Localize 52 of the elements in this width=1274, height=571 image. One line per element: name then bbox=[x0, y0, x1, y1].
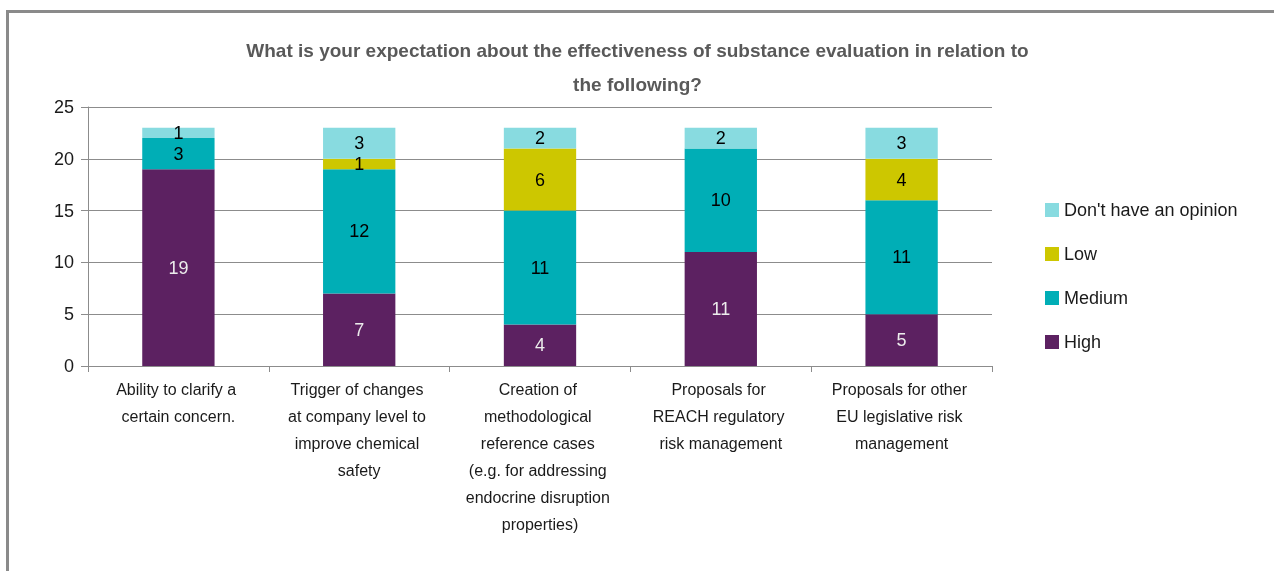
data-label: 1 bbox=[354, 153, 365, 174]
legend-label: Low bbox=[1064, 244, 1099, 264]
data-label: 5 bbox=[896, 330, 907, 351]
data-label: 7 bbox=[354, 319, 365, 340]
data-label: 4 bbox=[896, 169, 907, 190]
bar bbox=[503, 148, 577, 211]
y-tick-label: 15 bbox=[53, 200, 74, 221]
bar bbox=[865, 314, 938, 366]
bar bbox=[323, 293, 396, 366]
bar bbox=[323, 127, 396, 159]
bar bbox=[323, 169, 396, 294]
data-label: 3 bbox=[354, 133, 365, 154]
data-label: 2 bbox=[534, 128, 546, 149]
legend-label: High bbox=[1064, 332, 1102, 352]
bar bbox=[684, 252, 757, 366]
y-tick-label: 20 bbox=[53, 148, 74, 169]
data-label: 6 bbox=[534, 169, 546, 190]
bar bbox=[323, 158, 396, 170]
data-label: 11 bbox=[530, 257, 550, 278]
bar bbox=[503, 324, 577, 366]
bar bbox=[503, 127, 577, 149]
data-label: 4 bbox=[534, 335, 546, 356]
bar bbox=[684, 148, 757, 253]
data-label: 1 bbox=[173, 122, 184, 143]
bar bbox=[684, 127, 757, 149]
bar bbox=[865, 158, 938, 201]
bar bbox=[142, 127, 215, 139]
data-label: 11 bbox=[892, 247, 911, 268]
bar bbox=[142, 169, 215, 366]
y-tick-label: 0 bbox=[63, 356, 74, 376]
bar bbox=[865, 127, 938, 159]
x-tick-label: Proposals for other EU legislative risk management bbox=[831, 381, 972, 452]
data-label: 10 bbox=[710, 190, 731, 211]
bar bbox=[142, 138, 215, 170]
x-tick-label: Proposals for REACH regulatory risk management bbox=[652, 381, 789, 452]
x-tick-label: Creation of methodological reference cases (e.g. for addressing endocrine disruption properties) bbox=[465, 381, 615, 533]
y-tick-label: 25 bbox=[53, 97, 74, 117]
bar bbox=[865, 200, 938, 315]
x-tick-label: Ability to clarify a certain concern. bbox=[116, 381, 241, 425]
data-label: 19 bbox=[168, 257, 189, 278]
y-tick-label: 5 bbox=[63, 304, 74, 325]
y-tick-label: 10 bbox=[53, 252, 74, 273]
data-label: 3 bbox=[173, 143, 184, 164]
data-label: 12 bbox=[349, 221, 370, 242]
data-label: 3 bbox=[896, 133, 907, 154]
legend-label: Medium bbox=[1064, 288, 1129, 308]
x-tick-label: Trigger of changes at company level to improve chemical safety bbox=[288, 381, 431, 479]
data-label: 2 bbox=[715, 128, 726, 149]
bar bbox=[503, 210, 577, 325]
legend-label: Don't have an opinion bbox=[1064, 200, 1238, 220]
chart-title: What is your expectation about the effectiveness of substance evaluation in relation to the following? bbox=[245, 39, 1030, 97]
data-label: 11 bbox=[711, 299, 731, 320]
